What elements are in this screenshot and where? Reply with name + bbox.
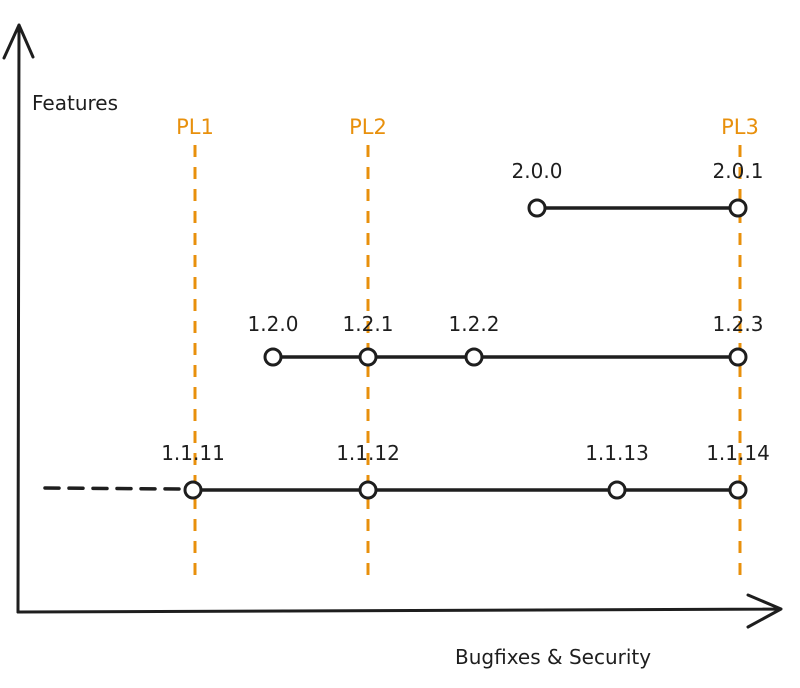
release-node	[358, 480, 378, 500]
milestone-label: PL2	[349, 115, 387, 139]
release-node	[358, 347, 378, 367]
x-axis-label: Bugfixes & Security	[455, 645, 651, 669]
release-node	[183, 480, 203, 500]
release-node	[728, 480, 748, 500]
release-label: 2.0.0	[512, 159, 563, 183]
release-label: 1.2.3	[713, 312, 764, 336]
release-label: 1.2.2	[449, 312, 500, 336]
history-dashed	[43, 486, 182, 491]
release-label: 1.1.11	[161, 441, 225, 465]
milestone-label: PL1	[176, 115, 214, 139]
release-label: 1.2.1	[343, 312, 394, 336]
release-node	[464, 347, 484, 367]
release-node	[527, 198, 547, 218]
release-label: 1.1.14	[706, 441, 770, 465]
release-node	[607, 480, 627, 500]
milestone-label: PL3	[721, 115, 759, 139]
release-label: 1.2.0	[248, 312, 299, 336]
release-label: 2.0.1	[713, 159, 764, 183]
release-label: 1.1.13	[585, 441, 649, 465]
y-axis	[2, 23, 35, 614]
release-node	[728, 198, 748, 218]
release-node	[728, 347, 748, 367]
release-node	[263, 347, 283, 367]
y-axis-label: Features	[32, 91, 118, 115]
x-axis	[16, 593, 783, 629]
release-label: 1.1.12	[336, 441, 400, 465]
